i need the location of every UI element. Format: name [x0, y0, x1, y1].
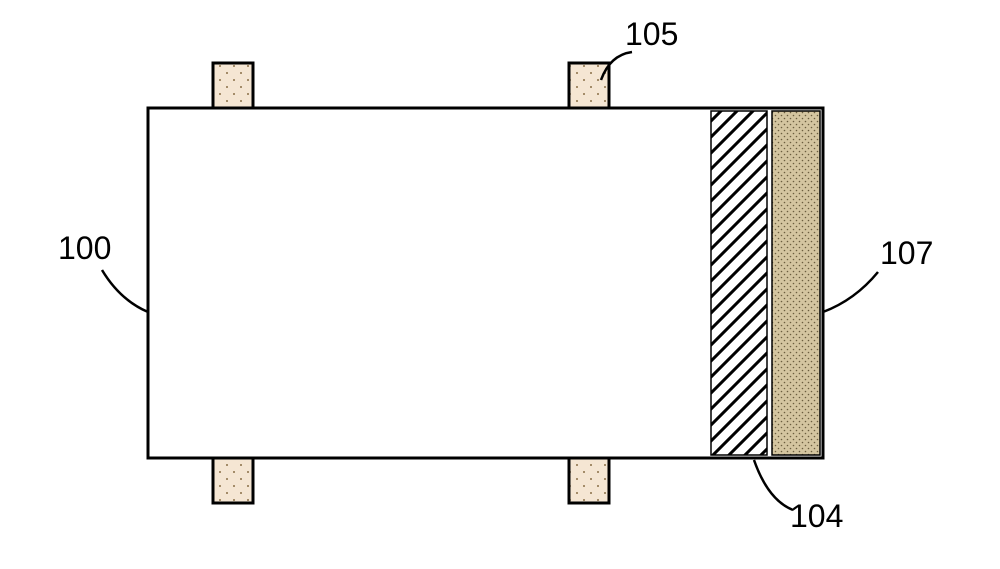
region-hatched: [711, 111, 767, 455]
label-104: 104: [790, 498, 843, 535]
leader-100: [102, 270, 148, 312]
label-100: 100: [58, 230, 111, 267]
diagram-container: 105 100 107 104: [0, 0, 1000, 569]
leader-104: [754, 460, 793, 510]
label-107: 107: [880, 235, 933, 272]
region-dotted: [772, 111, 820, 455]
tab-bottom-right: [569, 458, 609, 503]
leader-107: [823, 272, 878, 312]
diagram-svg: [0, 0, 1000, 569]
tab-top-left: [213, 63, 253, 108]
tab-top-right: [569, 63, 609, 108]
tab-bottom-left: [213, 458, 253, 503]
label-105: 105: [625, 16, 678, 53]
